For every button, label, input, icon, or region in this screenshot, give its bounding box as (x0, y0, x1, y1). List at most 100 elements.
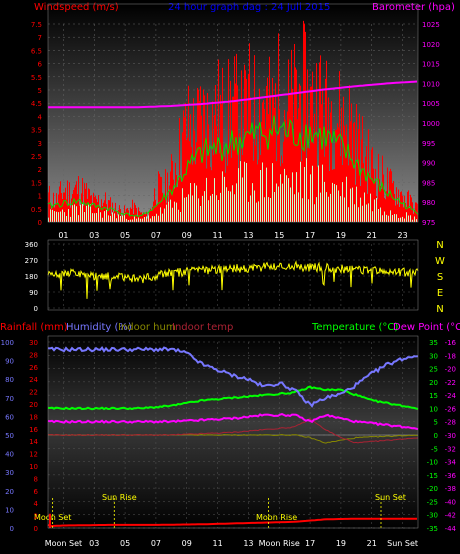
bottom-hour-tick-label: 13 (243, 539, 253, 548)
barometer-tick-label: 980 (422, 199, 435, 207)
windspeed-tick-label: 6 (38, 61, 43, 69)
temperature-axis-label: Temperature (°C) (311, 322, 398, 333)
barometer-axis-label: Barometer (hpa) (372, 2, 455, 13)
windspeed-tick-label: 7.5 (31, 21, 42, 29)
humidity-tick-label: 80 (5, 376, 14, 384)
hour-tick-label: 17 (305, 231, 315, 240)
dewpoint-tick-label: -42 (445, 512, 456, 520)
dewpoint-tick-label: -26 (445, 405, 457, 413)
humidity-tick-label: 10 (5, 506, 14, 514)
hour-tick-label: 05 (120, 231, 130, 240)
windspeed-tick-label: 3 (38, 140, 42, 148)
humidity-line (47, 346, 419, 408)
rainfall-axis-label: Rainfall (mm) (0, 322, 68, 333)
gust-line (47, 115, 419, 218)
barometer-tick-label: 1010 (422, 80, 440, 88)
temperature-tick-label: -5 (431, 445, 438, 453)
bottom-hour-tick-label: Moon Set (45, 539, 82, 548)
rain-tick-label: 30 (29, 339, 38, 347)
windspeed-tick-label: 6.5 (31, 47, 42, 55)
dewpoint-tick-label: -24 (445, 392, 457, 400)
compass-letter: N (436, 240, 443, 251)
windspeed-tick-label: 4.5 (31, 100, 42, 108)
hour-tick-label: 03 (89, 231, 99, 240)
rain-tick-label: 6 (34, 488, 39, 496)
dewpoint-tick-label: -30 (445, 432, 456, 440)
top-panel-frame (47, 3, 419, 223)
bottom-hour-tick-label: 03 (89, 539, 99, 548)
temperature-tick-label: -25 (427, 498, 438, 506)
sun-rise-event-label: Sun Rise (102, 493, 137, 502)
humidity-tick-label: 90 (5, 358, 14, 366)
bottom-hour-tick-label: 17 (305, 539, 315, 548)
rainfall-line (47, 517, 417, 528)
rain-tick-label: 20 (29, 401, 38, 409)
dewpoint-axis-label: Dew Point (°C) (393, 322, 460, 333)
temperature-tick-label: -20 (427, 485, 438, 493)
windspeed-tick-label: 2 (38, 166, 42, 174)
rain-tick-label: 16 (29, 426, 38, 434)
barometer-tick-label: 995 (422, 140, 435, 148)
indoor-temperature-line (47, 417, 419, 444)
barometer-line (48, 80, 418, 109)
hour-tick-label: 07 (151, 231, 161, 240)
windspeed-tick-label: 5.5 (31, 74, 42, 82)
bottom-hour-tick-label: Sun Set (387, 539, 418, 548)
bottom-hour-tick-label: 21 (367, 539, 377, 548)
humidity-tick-label: 100 (1, 339, 14, 347)
temperature-tick-label: 0 (434, 432, 438, 440)
direction-panel-frame (47, 239, 419, 311)
humidity-tick-label: 60 (5, 413, 14, 421)
sun-set-event-label: Sun Set (375, 493, 406, 502)
bottom-panel-frame (47, 335, 419, 529)
temperature-tick-label: 25 (429, 366, 438, 374)
hour-tick-label: 21 (367, 231, 377, 240)
dewpoint-tick-label: -18 (445, 352, 456, 360)
temperature-tick-label: 35 (429, 339, 438, 347)
bottom-hour-tick-label: 19 (336, 539, 346, 548)
chart-title: 24 hour graph dag : 24 Juli 2015 (168, 2, 330, 13)
hour-tick-label: 11 (212, 231, 222, 240)
rain-tick-label: 14 (29, 438, 38, 446)
dewpoint-tick-label: -32 (445, 445, 456, 453)
dewpoint-tick-label: -34 (445, 459, 457, 467)
rain-tick-label: 26 (29, 364, 38, 372)
barometer-tick-label: 1020 (422, 41, 440, 49)
compass-letter: E (437, 288, 443, 299)
dewpoint-tick-label: -22 (445, 379, 456, 387)
rain-tick-label: 2 (34, 513, 38, 521)
dewpoint-tick-label: -38 (445, 485, 456, 493)
windspeed-tick-label: 4 (38, 113, 43, 121)
dewpoint-tick-label: -28 (445, 419, 456, 427)
temperature-tick-label: 15 (429, 392, 438, 400)
windspeed-tick-label: 2.5 (31, 153, 42, 161)
hour-tick-label: 23 (397, 231, 407, 240)
humidity-tick-label: 40 (5, 451, 14, 459)
windspeed-tick-label: 3.5 (31, 127, 42, 135)
windspeed-tick-label: 7 (38, 34, 42, 42)
wind-direction-line (47, 260, 419, 299)
hour-tick-label: 13 (243, 231, 253, 240)
windspeed-tick-label: 5 (38, 87, 42, 95)
windspeed-tick-label: 0 (38, 219, 42, 227)
moon-set-event-label: Moon Set (34, 513, 71, 522)
windspeed-axis-label: Windspeed (m/s) (34, 2, 119, 13)
hour-tick-label: 15 (274, 231, 284, 240)
barometer-tick-label: 990 (422, 160, 435, 168)
hour-tick-label: 01 (58, 231, 68, 240)
indoor-temp-label: Indoor temp (172, 322, 233, 333)
temperature-tick-label: -35 (427, 525, 438, 533)
direction-tick-label: 360 (25, 241, 38, 249)
windspeed-tick-label: 0.5 (31, 206, 42, 214)
dewpoint-tick-label: -16 (445, 339, 457, 347)
windspeed-tick-label: 1 (38, 193, 42, 201)
hour-tick-label: 09 (182, 231, 192, 240)
temperature-line (47, 385, 419, 411)
rain-tick-label: 24 (29, 376, 38, 384)
barometer-tick-label: 1000 (422, 120, 440, 128)
temperature-tick-label: 5 (434, 419, 438, 427)
hour-tick-label: 19 (336, 231, 346, 240)
direction-tick-label: 180 (25, 273, 38, 281)
